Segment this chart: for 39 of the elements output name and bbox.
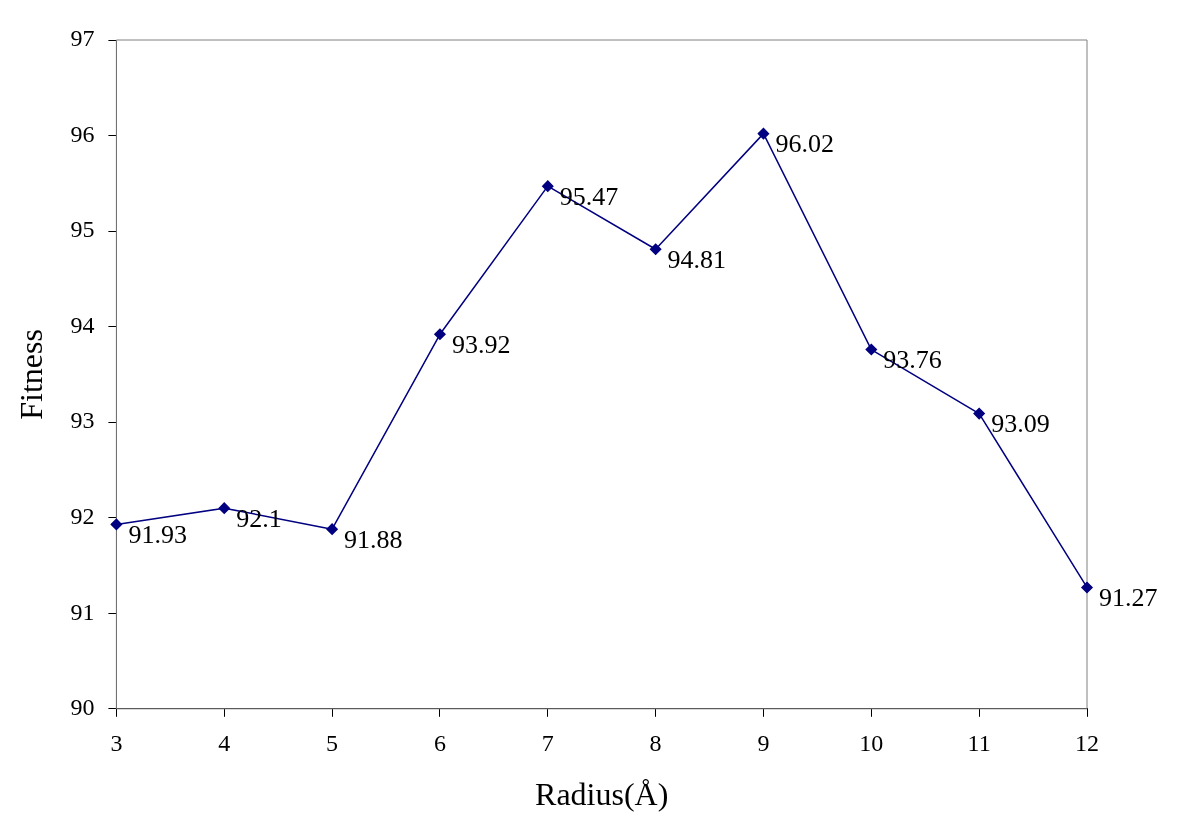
- data-label: 93.76: [883, 345, 942, 375]
- point: [757, 127, 770, 140]
- y-tick-label: 94: [70, 311, 95, 338]
- point: [110, 518, 123, 531]
- data-label: 91.93: [128, 520, 187, 550]
- y-tick-label: 95: [70, 216, 95, 243]
- y-tick-label: 96: [70, 120, 95, 147]
- point: [973, 407, 985, 420]
- point: [218, 502, 230, 514]
- point: [326, 523, 338, 535]
- data-label: 93.92: [451, 330, 511, 360]
- data-label: 91.27: [1099, 583, 1158, 613]
- x-tick-label: 9: [757, 730, 770, 757]
- data-label: 95.47: [559, 182, 619, 212]
- y-tick-label: 90: [70, 694, 95, 721]
- x-tick-label: 10: [859, 730, 884, 757]
- data-label: 96.02: [775, 129, 834, 159]
- x-tick-label: 6: [433, 730, 446, 757]
- x-tick-label: 11: [967, 730, 991, 757]
- point: [1081, 581, 1093, 594]
- data-label: 94.81: [667, 245, 727, 275]
- x-tick-label: 12: [1075, 730, 1099, 757]
- y-tick-label: 97: [70, 25, 95, 52]
- x-tick-label: 4: [218, 730, 231, 757]
- point: [434, 328, 446, 341]
- x-axis-title: Radius(Å): [535, 776, 669, 813]
- y-tick-label: 93: [70, 407, 95, 434]
- point: [542, 180, 554, 192]
- x-tick-label: 3: [110, 730, 123, 757]
- y-tick-label: 91: [70, 598, 95, 625]
- x-tick-label: 7: [541, 730, 554, 757]
- data-label: 91.88: [344, 525, 403, 555]
- y-axis-title: Fitness: [12, 329, 49, 420]
- data-label: 93.09: [991, 409, 1050, 439]
- point: [649, 243, 662, 255]
- x-tick-label: 8: [649, 730, 662, 757]
- point: [865, 343, 878, 356]
- x-tick-label: 5: [326, 730, 339, 757]
- y-tick-label: 92: [70, 503, 95, 530]
